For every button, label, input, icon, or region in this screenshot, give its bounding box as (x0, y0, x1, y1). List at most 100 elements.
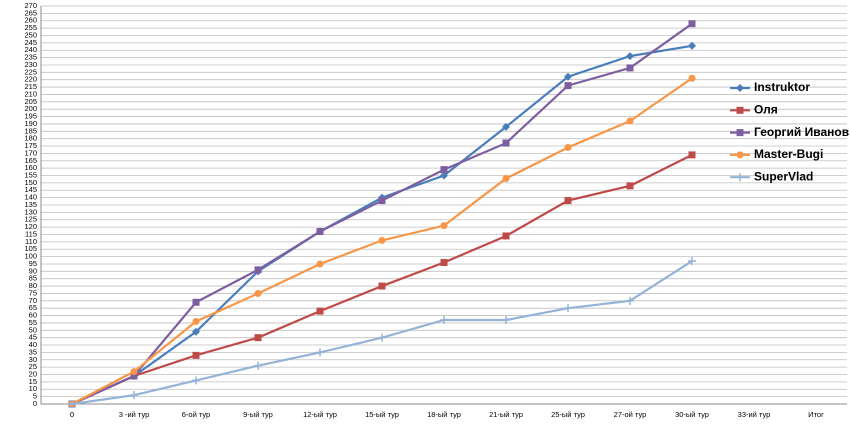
marker (736, 151, 744, 159)
y-tick-label: 60 (29, 311, 37, 320)
marker (564, 82, 572, 90)
marker (316, 307, 324, 315)
y-tick-label: 250 (24, 30, 37, 39)
y-tick-label: 185 (24, 126, 37, 135)
y-tick-label: 15 (29, 377, 37, 386)
y-tick-label: 180 (24, 134, 37, 143)
marker (440, 315, 448, 324)
y-tick-label: 155 (24, 171, 37, 180)
y-tick-label: 20 (29, 370, 37, 379)
y-tick-label: 110 (25, 237, 37, 246)
series (68, 41, 696, 408)
y-tick-label: 160 (24, 163, 37, 172)
y-tick-label: 65 (29, 303, 37, 312)
y-tick-label: 220 (24, 75, 37, 84)
marker (440, 171, 448, 180)
marker (688, 151, 696, 159)
line (71, 260, 693, 406)
y-tick-label: 120 (24, 222, 37, 231)
marker (192, 327, 200, 336)
marker (736, 106, 744, 114)
y-tick-label: 190 (24, 119, 37, 128)
series (68, 74, 696, 408)
marker (626, 64, 634, 72)
y-tick-label: 225 (24, 67, 37, 76)
marker (626, 182, 634, 190)
marker (68, 400, 76, 408)
marker (502, 315, 510, 324)
y-tick-label: 245 (24, 38, 37, 47)
marker (502, 232, 510, 240)
marker (254, 361, 262, 370)
y-tick-label: 40 (29, 340, 37, 349)
marker (736, 129, 744, 137)
y-tick-label: 205 (24, 97, 37, 106)
marker (626, 52, 634, 61)
y-tick-label: 130 (24, 207, 37, 216)
marker (192, 376, 200, 385)
marker (564, 197, 572, 205)
y-tick-label: 215 (24, 82, 37, 91)
x-tick-label: 30-ый тур (675, 410, 709, 419)
marker (378, 333, 386, 342)
y-tick-label: 85 (29, 274, 37, 283)
y-tick-label: 25 (29, 362, 37, 371)
marker (502, 122, 510, 131)
y-tick-label: 270 (24, 1, 37, 10)
y-tick-label: 35 (29, 347, 37, 356)
y-tick-label: 140 (24, 193, 37, 202)
y-tick-label: 55 (29, 318, 37, 327)
marker (440, 258, 448, 266)
marker (626, 296, 634, 305)
y-tick-label: 240 (24, 45, 37, 54)
marker (564, 304, 572, 313)
marker (316, 348, 324, 357)
y-tick-label: 195 (24, 112, 37, 121)
y-tick-label: 210 (24, 89, 37, 98)
series (68, 151, 696, 408)
y-tick-label: 150 (24, 178, 37, 187)
marker (378, 236, 386, 244)
x-tick-label: 12-ый тур (303, 410, 337, 419)
y-tick-label: 115 (25, 229, 37, 238)
marker (254, 266, 262, 274)
marker (378, 282, 386, 290)
x-tick-label: 18-ый тур (427, 410, 461, 419)
marker (254, 289, 262, 297)
marker (130, 391, 138, 400)
x-tick-label: 0 (70, 410, 74, 419)
marker (316, 228, 324, 236)
x-tick-label: 27-ой тур (614, 410, 647, 419)
y-tick-label: 145 (24, 185, 37, 194)
marker (316, 260, 324, 268)
legend-label: SuperVlad (754, 169, 813, 183)
series (68, 257, 696, 408)
marker (688, 20, 696, 28)
y-tick-label: 70 (29, 296, 37, 305)
marker (130, 372, 138, 380)
y-tick-label: 135 (24, 200, 37, 209)
y-tick-label: 10 (29, 384, 37, 393)
marker (378, 197, 386, 205)
x-tick-label: 33-ий тур (738, 410, 771, 419)
marker (192, 298, 200, 306)
y-tick-label: 175 (24, 141, 37, 150)
marker (688, 74, 696, 82)
marker (502, 139, 510, 147)
x-tick-label: 3 -ий тур (119, 410, 150, 419)
marker (192, 351, 200, 359)
y-tick-label: 265 (24, 8, 37, 17)
y-tick-label: 5 (33, 392, 37, 401)
y-tick-label: 50 (29, 325, 37, 334)
y-tick-label: 95 (29, 259, 37, 268)
x-tick-label: 21-ый тур (489, 410, 523, 419)
marker (688, 257, 696, 266)
legend-label: Оля (754, 102, 778, 116)
x-tick-label: Итог (808, 410, 824, 419)
legend-label: Instruktor (754, 80, 810, 94)
y-tick-label: 165 (24, 156, 37, 165)
y-tick-label: 235 (24, 53, 37, 62)
x-tick-label: 9-ый тур (243, 410, 273, 419)
line (71, 153, 693, 406)
y-tick-label: 90 (29, 266, 37, 275)
